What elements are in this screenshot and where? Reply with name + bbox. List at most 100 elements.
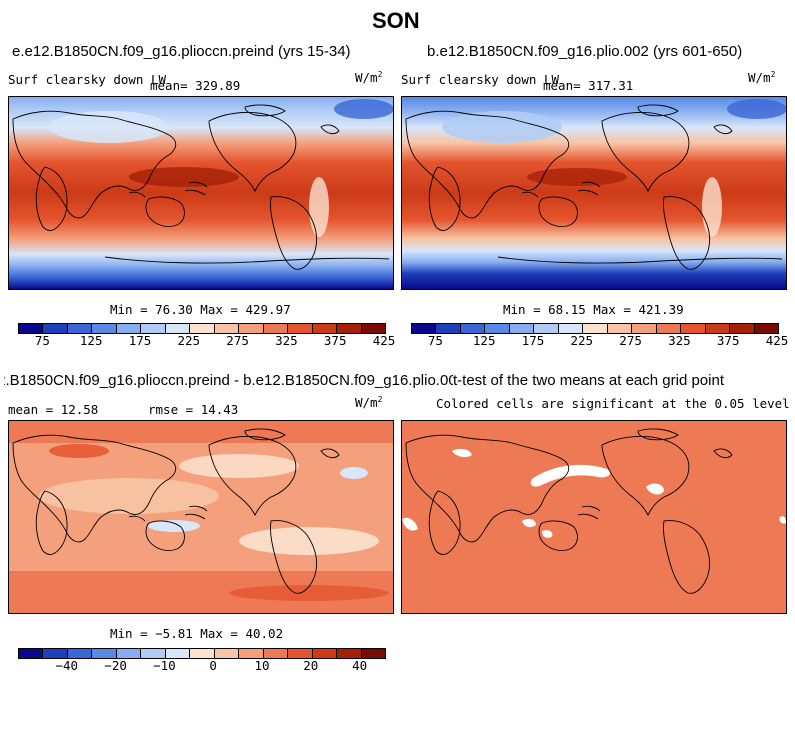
- rmse-value: 14.43: [200, 402, 239, 417]
- colorbar-swatch: [239, 649, 264, 658]
- panel-subtitle-bottom-right: Colored cells are significant at the 0.0…: [436, 396, 790, 411]
- colorbar-swatch: [214, 649, 240, 658]
- map-top-right-svg: [402, 97, 786, 289]
- units-text: W/m: [748, 70, 771, 86]
- figure-title: SON: [372, 8, 420, 33]
- colorbar-swatch: [460, 324, 486, 333]
- colorbar-swatch: [116, 649, 142, 658]
- variable-label-top-right: Surf clearsky down LW: [401, 72, 560, 87]
- colorbar-swatch: [19, 324, 44, 333]
- colorbar-swatch: [312, 324, 338, 333]
- minmax-top-left: Min = 76.30 Max = 429.97: [110, 302, 291, 317]
- variable-label-top-left: Surf clearsky down LW: [8, 72, 167, 87]
- colorbar-swatch: [190, 324, 215, 333]
- coastlines: [405, 428, 733, 594]
- colorbar-tick-label: 175: [128, 333, 152, 348]
- colorbar-swatch: [67, 649, 93, 658]
- minmax-bottom-left: Min = −5.81 Max = 40.02: [110, 626, 284, 641]
- colorbar-swatch: [165, 324, 191, 333]
- colorbar-tick-label: −10: [153, 658, 176, 673]
- light-band-3: [179, 454, 299, 478]
- colorbar-swatch: [509, 324, 535, 333]
- colorbar-swatch: [190, 649, 215, 658]
- colorbar-swatch: [583, 324, 608, 333]
- colorbar-swatch: [92, 649, 117, 658]
- colorbar-swatch: [485, 324, 510, 333]
- colorbar-swatch: [337, 324, 362, 333]
- colorbar-bottom-left: [18, 648, 386, 659]
- colorbar-swatch: [239, 324, 264, 333]
- northern-band: [9, 421, 393, 443]
- colorbar-swatch: [67, 324, 93, 333]
- colorbar-tick-label: 75: [34, 333, 50, 348]
- colorbar-swatch: [681, 324, 706, 333]
- colorbar-swatch: [43, 649, 68, 658]
- colorbar-swatch: [43, 324, 68, 333]
- units-exponent: 2: [377, 70, 383, 79]
- colorbar-swatch: [436, 324, 461, 333]
- units-top-right: W/m2: [748, 70, 775, 85]
- warm-patch-1: [49, 444, 109, 458]
- colorbar-tick-label: 225: [177, 333, 201, 348]
- map-top-left-svg: [9, 97, 393, 289]
- units-exponent: 2: [377, 395, 383, 404]
- colorbar-swatch: [263, 324, 289, 333]
- andes-region: [309, 177, 329, 237]
- coastlines: [12, 428, 340, 594]
- mean-bottom-left: mean = 12.58: [8, 402, 98, 417]
- insignificant-region-5: [779, 516, 786, 524]
- mean-value: 12.58: [60, 402, 99, 417]
- colorbar-swatch: [730, 324, 755, 333]
- panel-title-bottom-left-clip: e.e12.B1850CN.f09_g16.plioccn.preind - b…: [4, 372, 453, 392]
- colorbar-top-right: [411, 323, 779, 334]
- colorbar-tick-label: −20: [104, 658, 127, 673]
- units-exponent: 2: [770, 70, 776, 79]
- colorbar-swatch: [361, 324, 386, 333]
- minmax-top-right: Min = 68.15 Max = 421.39: [503, 302, 684, 317]
- insignificant-region-1: [530, 464, 611, 487]
- coastlines: [12, 104, 390, 270]
- colorbar-swatch: [288, 324, 313, 333]
- cool-patch-1: [148, 520, 200, 532]
- arctic-cold-region: [727, 99, 786, 119]
- colorbar-swatch: [141, 324, 166, 333]
- colorbar-swatch: [214, 324, 240, 333]
- colorbar-tick-label: 275: [619, 333, 642, 348]
- colorbar-swatch: [632, 324, 657, 333]
- colorbar-tick-label: 225: [570, 333, 594, 348]
- warm-pool-anomaly: [129, 167, 239, 187]
- light-band-1: [39, 478, 219, 514]
- light-band-2: [239, 527, 379, 555]
- andes-region: [702, 177, 722, 237]
- colorbar-tick-label: 325: [668, 333, 691, 348]
- colorbar-tick-label: 375: [323, 333, 347, 348]
- colorbar-swatch: [288, 649, 313, 658]
- rmse-bottom-left: rmse = 14.43: [148, 402, 238, 417]
- insignificant-region-7: [542, 530, 553, 538]
- colorbar-swatch: [705, 324, 731, 333]
- colorbar-swatch: [116, 324, 142, 333]
- units-text: W/m: [355, 395, 378, 411]
- units-top-left: W/m2: [355, 70, 382, 85]
- panel-title-top-right: b.e12.B1850CN.f09_g16.plio.002 (yrs 601-…: [427, 43, 743, 60]
- panel-title-bottom-right: t-test of the two means at each grid poi…: [453, 372, 724, 389]
- colorbar-swatch: [263, 649, 289, 658]
- map-top-left: [8, 96, 394, 290]
- rmse-label: rmse =: [148, 402, 194, 417]
- cool-patch-2: [340, 467, 368, 479]
- panel-title-bottom-left: e.e12.B1850CN.f09_g16.plioccn.preind - b…: [4, 372, 453, 389]
- colorbar-swatch: [337, 649, 362, 658]
- tibet-cold-region: [49, 111, 169, 143]
- warm-patch-2: [229, 585, 389, 601]
- arctic-cold-region: [334, 99, 393, 119]
- colorbar-top-left: [18, 323, 386, 334]
- colorbar-swatch: [558, 324, 584, 333]
- panel-title-top-left: e.e12.B1850CN.f09_g16.plioccn.preind (yr…: [12, 43, 351, 60]
- map-bottom-right: [401, 420, 787, 614]
- mean-top-left: mean= 329.89: [150, 78, 240, 93]
- colorbar-swatch: [141, 649, 166, 658]
- colorbar-swatch: [412, 324, 437, 333]
- colorbar-tick-label: 40: [352, 658, 368, 673]
- mean-value: 329.89: [195, 78, 241, 93]
- colorbar-swatch: [92, 324, 117, 333]
